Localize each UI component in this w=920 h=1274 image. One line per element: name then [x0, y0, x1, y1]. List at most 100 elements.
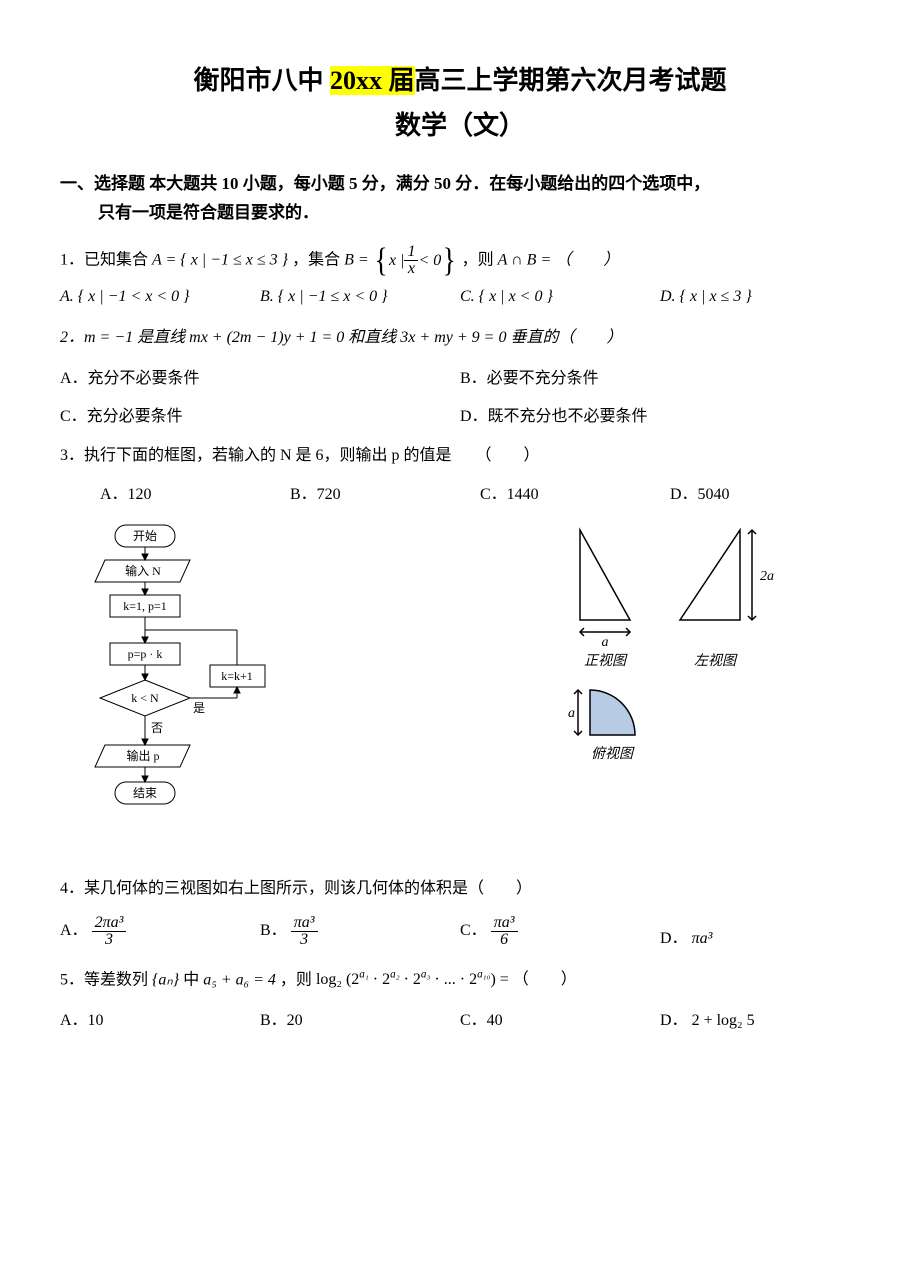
brace-left-icon: {: [374, 244, 387, 278]
q2-opt-D: D．既不充分也不必要条件: [460, 402, 860, 426]
q4-opt-D: D． πa³: [660, 924, 860, 948]
q5-pre: 5．等差数列: [60, 971, 152, 988]
q4-C-den: 6: [491, 932, 518, 948]
q1-setA: A = { x | −1 ≤ x ≤ 3 }: [152, 251, 288, 268]
q4-opt-C: C． πa³6: [460, 915, 660, 948]
question-5: 5．等差数列 {aₙ} 中 a₅ + a₆ = 4 ，则 log₂ (2a₁ ·…: [60, 964, 860, 996]
q5-logpost: ) = （ ）: [490, 971, 576, 988]
flow-end: 结束: [133, 786, 157, 800]
q5-e3: a₃: [421, 969, 430, 981]
q1-opt-D: D. { x | x ≤ 3 }: [660, 288, 860, 306]
page-subtitle: 数学（文）: [60, 105, 860, 142]
q4-C-num: πa³: [491, 915, 518, 932]
q4-C-label: C．: [460, 922, 487, 939]
flow-start: 开始: [133, 529, 157, 543]
q4-opt-B: B． πa³3: [260, 915, 460, 948]
flow-no: 否: [151, 721, 163, 735]
q1-options: A. { x | −1 < x < 0 } B. { x | −1 ≤ x < …: [60, 288, 860, 306]
section-1-line2: 只有一项是符合题目要求的．: [60, 199, 860, 228]
flow-cond: k < N: [131, 691, 159, 705]
q1-opt-A: A. { x | −1 < x < 0 }: [60, 288, 260, 306]
question-4: 4．某几何体的三视图如右上图所示，则该几何体的体积是（ ）: [60, 873, 860, 905]
q4-A-den: 3: [92, 932, 127, 948]
q1-setB: { x | 1 x < 0 }: [373, 244, 458, 278]
q5-D-txt: 2 + log₂ 5: [692, 1012, 755, 1029]
q4-stem: 4．某几何体的三视图如右上图所示，则该几何体的体积是（ ）: [60, 880, 532, 897]
left-caption: 左视图: [694, 653, 738, 669]
q3-opt-C: C．1440: [480, 480, 670, 504]
q1-B-frac-num: 1: [404, 244, 418, 261]
q1-stem-pre: 1．已知集合: [60, 251, 152, 268]
q5-options: A．10 B．20 C．40 D． 2 + log₂ 5: [60, 1006, 860, 1030]
q2-opt-C: C．充分必要条件: [60, 402, 460, 426]
q4-B-label: B．: [260, 922, 287, 939]
q1-opt-B: B. { x | −1 ≤ x < 0 }: [260, 288, 460, 306]
q5-logpre: log₂ (2: [316, 971, 359, 988]
flow-mul: p=p · k: [128, 647, 163, 661]
figure-row: 开始 输入 N k=1, p=1 p=p · k k=k+1 k < N 输出 …: [60, 520, 860, 855]
page-title: 衡阳市八中 20xx 届高三上学期第六次月考试题: [60, 60, 860, 97]
flow-init: k=1, p=1: [123, 599, 167, 613]
q3-stem: 3．执行下面的框图，若输入的 N 是 6，则输出 p 的值是 （ ）: [60, 447, 540, 464]
q5-log: log₂ (2a₁ · 2a₂ · 2a₃ · ... · 2a₁₀) = （ …: [316, 971, 577, 988]
left-2a: 2a: [760, 569, 774, 584]
top-quarter: [590, 690, 635, 735]
q4-options: A． 2πa³3 B． πa³3 C． πa³6 D． πa³: [60, 915, 860, 948]
q5-cond: a₅ + a₆ = 4: [203, 971, 276, 988]
q5-opt-C: C．40: [460, 1006, 660, 1030]
flow-input: 输入 N: [125, 563, 161, 578]
q4-D-label: D．: [660, 930, 688, 947]
q5-dots: · ... · 2: [430, 971, 477, 988]
title-post: 高三上学期第六次月考试题: [415, 66, 727, 95]
q2-options-row2: C．充分必要条件 D．既不充分也不必要条件: [60, 402, 860, 426]
title-highlight: 20xx 届: [330, 66, 415, 95]
q4-B-den: 3: [291, 932, 318, 948]
q1-B-eq: B =: [344, 251, 369, 268]
question-1: 1．已知集合 A = { x | −1 ≤ x ≤ 3 } ，集合 B = { …: [60, 244, 860, 278]
q2-opt-B: B．必要不充分条件: [460, 364, 860, 388]
brace-right-icon: }: [443, 244, 456, 278]
q5-e10: a₁₀: [477, 969, 490, 981]
section-1-line1: 一、选择题 本大题共 10 小题，每小题 5 分，满分 50 分．在每小题给出的…: [60, 174, 710, 193]
q5-e1: a₁: [359, 969, 368, 981]
flow-inc: k=k+1: [221, 669, 253, 683]
flowchart: 开始 输入 N k=1, p=1 p=p · k k=k+1 k < N 输出 …: [60, 520, 360, 855]
q5-D-pre: D．: [660, 1012, 688, 1029]
q3-options: A．120 B．720 C．1440 D．5040: [100, 480, 860, 504]
q1-comma2: ，则: [462, 251, 498, 268]
section-1-heading: 一、选择题 本大题共 10 小题，每小题 5 分，满分 50 分．在每小题给出的…: [60, 170, 860, 228]
q2-opt-A: A．充分不必要条件: [60, 364, 460, 388]
three-views: a 正视图 2a 左视图 a 俯视图: [560, 520, 790, 785]
title-pre: 衡阳市八中: [193, 66, 330, 95]
q1-comma1: ，集合: [292, 251, 344, 268]
q5-opt-D: D． 2 + log₂ 5: [660, 1006, 860, 1030]
q1-B-frac: 1 x: [404, 244, 418, 277]
front-a: a: [602, 635, 609, 650]
q3-opt-A: A．120: [100, 480, 290, 504]
q5-d2: · 2: [400, 971, 421, 988]
q1-B-frac-den: x: [404, 261, 418, 277]
top-caption: 俯视图: [591, 746, 635, 762]
q1-B-inner: x |: [389, 245, 405, 277]
flow-out: 输出 p: [126, 748, 159, 763]
q3-opt-B: B．720: [290, 480, 480, 504]
q5-mid: 中: [183, 971, 203, 988]
q1-opt-C: C. { x | x < 0 }: [460, 288, 660, 306]
flowchart-svg: 开始 输入 N k=1, p=1 p=p · k k=k+1 k < N 输出 …: [60, 520, 280, 850]
question-2: 2．m = −1 是直线 mx + (2m − 1)y + 1 = 0 和直线 …: [60, 322, 860, 354]
q4-D-txt: πa³: [692, 930, 713, 947]
q5-d1: · 2: [369, 971, 390, 988]
q5-e2: a₂: [390, 969, 399, 981]
q2-stem: 2．m = −1 是直线 mx + (2m − 1)y + 1 = 0 和直线 …: [60, 329, 622, 346]
q5-opt-A: A．10: [60, 1006, 260, 1030]
q4-A-num: 2πa³: [92, 915, 127, 932]
q4-A-label: A．: [60, 922, 88, 939]
question-3: 3．执行下面的框图，若输入的 N 是 6，则输出 p 的值是 （ ）: [60, 440, 860, 472]
q2-options-row1: A．充分不必要条件 B．必要不充分条件: [60, 364, 860, 388]
flow-yes: 是: [193, 701, 205, 715]
q1-B-lt: < 0: [418, 245, 441, 277]
q5-comma: ，则: [280, 971, 316, 988]
q4-opt-A: A． 2πa³3: [60, 915, 260, 948]
three-views-svg: a 正视图 2a 左视图 a 俯视图: [560, 520, 790, 780]
top-a: a: [568, 706, 575, 721]
